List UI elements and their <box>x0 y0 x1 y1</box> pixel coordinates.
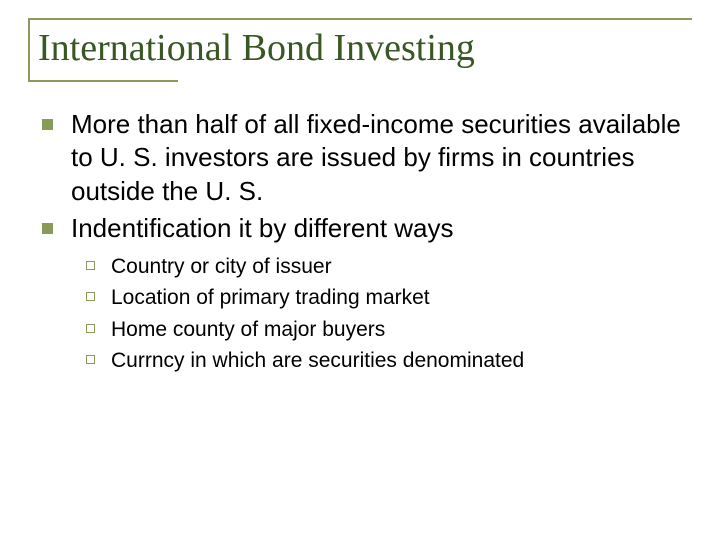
sub-list: Country or city of issuer Location of pr… <box>86 253 682 375</box>
list-item: Country or city of issuer <box>86 253 682 281</box>
list-item: Indentification it by different ways <box>42 212 682 245</box>
hollow-square-bullet-icon <box>86 355 95 364</box>
list-item: Home county of major buyers <box>86 316 682 344</box>
title-container: International Bond Investing <box>28 18 692 80</box>
list-item: Location of primary trading market <box>86 284 682 312</box>
bullet-text: More than half of all fixed-income secur… <box>71 108 682 208</box>
square-bullet-icon <box>42 119 53 130</box>
slide-body: More than half of all fixed-income secur… <box>28 108 692 375</box>
hollow-square-bullet-icon <box>86 292 95 301</box>
sub-bullet-text: Country or city of issuer <box>111 253 332 281</box>
hollow-square-bullet-icon <box>86 261 95 270</box>
slide: International Bond Investing More than h… <box>0 0 720 540</box>
hollow-square-bullet-icon <box>86 324 95 333</box>
list-item: More than half of all fixed-income secur… <box>42 108 682 208</box>
list-item: Currncy in which are securities denomina… <box>86 347 682 375</box>
square-bullet-icon <box>42 223 53 234</box>
sub-bullet-text: Home county of major buyers <box>111 316 385 344</box>
bullet-text: Indentification it by different ways <box>71 212 454 245</box>
sub-bullet-text: Location of primary trading market <box>111 284 430 312</box>
slide-title: International Bond Investing <box>38 26 692 70</box>
sub-bullet-text: Currncy in which are securities denomina… <box>111 347 524 375</box>
